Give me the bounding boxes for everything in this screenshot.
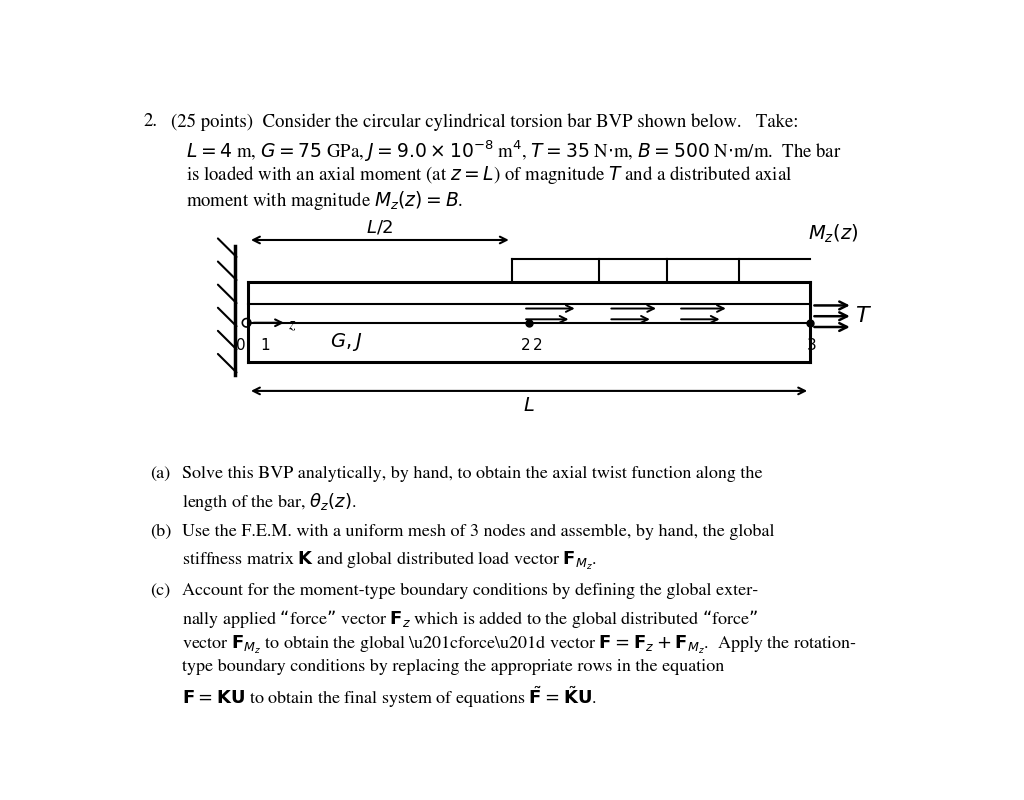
Text: $L = 4$ m, $G = 75$ GPa, $J = 9.0 \times 10^{-8}$ m$^4$, $T = 35$ N$\cdot$m, $B : $L = 4$ m, $G = 75$ GPa, $J = 9.0 \times… [186,138,842,164]
Text: (a): (a) [150,466,170,482]
Text: is loaded with an axial moment (at $z = L$) of magnitude $T$ and a distributed a: is loaded with an axial moment (at $z = … [186,164,793,186]
Text: length of the bar, $\theta_z(z)$.: length of the bar, $\theta_z(z)$. [182,491,356,513]
Text: (25 points)  Consider the circular cylindrical torsion bar BVP shown below.   Ta: (25 points) Consider the circular cylind… [171,113,798,130]
Text: Account for the moment-type boundary conditions by defining the global exter-: Account for the moment-type boundary con… [182,582,759,598]
Text: $G, J$: $G, J$ [330,331,361,354]
Text: $0$: $0$ [236,337,246,353]
Text: $\mathbf{F} = \mathbf{K}\mathbf{U}$ to obtain the final system of equations $\ti: $\mathbf{F} = \mathbf{K}\mathbf{U}$ to o… [182,684,597,710]
Text: z: z [289,315,295,332]
Text: (c): (c) [150,582,170,598]
Text: $1$: $1$ [260,337,270,353]
Text: $T$: $T$ [855,306,872,326]
Text: $2$: $2$ [520,337,530,353]
Text: (b): (b) [150,524,171,540]
Text: vector $\mathbf{F}_{M_z}$ to obtain the global \u201cforce\u201d vector $\mathbf: vector $\mathbf{F}_{M_z}$ to obtain the … [182,634,856,655]
Text: $L$: $L$ [523,397,535,415]
Text: $M_z(z)$: $M_z(z)$ [809,223,859,246]
Text: 2.: 2. [143,113,158,130]
Text: $2$: $2$ [531,337,542,353]
Text: $L/2$: $L/2$ [367,218,393,236]
Text: Solve this BVP analytically, by hand, to obtain the axial twist function along t: Solve this BVP analytically, by hand, to… [182,466,763,482]
Text: type boundary conditions by replacing the appropriate rows in the equation: type boundary conditions by replacing th… [182,659,725,675]
Text: nally applied “force” vector $\mathbf{F}_z$ which is added to the global distrib: nally applied “force” vector $\mathbf{F}… [182,608,759,630]
Text: Use the F.E.M. with a uniform mesh of 3 nodes and assemble, by hand, the global: Use the F.E.M. with a uniform mesh of 3 … [182,524,775,540]
Text: moment with magnitude $M_z(z) = B$.: moment with magnitude $M_z(z) = B$. [186,189,464,212]
Text: stiffness matrix $\mathbf{K}$ and global distributed load vector $\mathbf{F}_{M_: stiffness matrix $\mathbf{K}$ and global… [182,550,597,572]
Text: $3$: $3$ [806,337,817,353]
